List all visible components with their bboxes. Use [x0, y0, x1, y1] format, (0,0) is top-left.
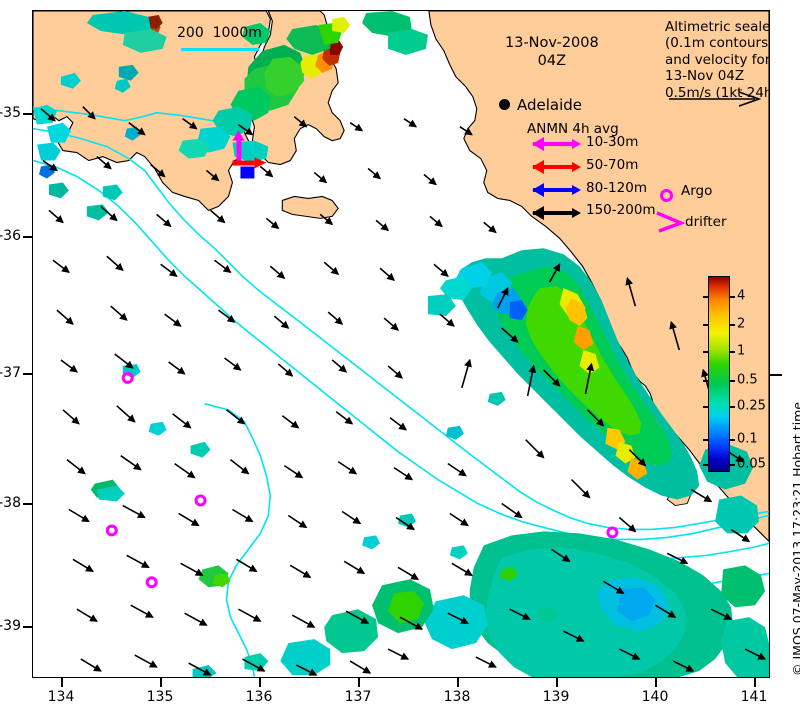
colorbar-tick	[730, 406, 735, 408]
anmn-legend-label-150-200m: 150-200m	[586, 202, 656, 218]
x-axis-tick	[754, 678, 756, 687]
altimetry-line-5: 0.5m/s (1kt 24h)	[665, 84, 770, 101]
y-axis-label-m35: -35	[0, 105, 21, 121]
x-axis-label-135: 135	[146, 689, 174, 705]
adelaide-marker	[499, 99, 510, 110]
argo-legend-icon	[660, 189, 673, 202]
colorbar-tick	[730, 464, 735, 466]
colorbar-tick	[730, 296, 735, 298]
argo-legend-label: Argo	[681, 183, 713, 199]
colorbar-tick	[730, 351, 735, 353]
x-axis-label-136: 136	[245, 689, 273, 705]
date-line-2: 04Z	[537, 52, 567, 69]
colorbar-tick	[703, 324, 708, 326]
colorbar-label-05: 0.5	[737, 372, 758, 388]
altimetry-note: Altimetric sealevel(0.1m contours)and ve…	[665, 19, 770, 101]
velocity-reference-arrow	[669, 91, 762, 107]
y-axis-label-m38: -38	[0, 495, 21, 511]
y-axis-label-m39: -39	[0, 618, 21, 634]
colorbar-label-2: 2	[737, 316, 746, 332]
altimetry-line-3: and velocity for	[665, 51, 770, 68]
copyright-text: © IMOS 07-May-2013 17:23:21 Hobart time	[790, 401, 800, 676]
colorbar-tick	[730, 380, 735, 382]
x-axis-label-134: 134	[47, 689, 75, 705]
anmn-legend-arrow-10-30m	[532, 137, 581, 151]
map-canvas	[33, 11, 769, 677]
colorbar-gradient	[708, 276, 730, 472]
x-axis-label-139: 139	[542, 689, 570, 705]
date-label: 13-Nov-2008 04Z	[505, 35, 599, 70]
colorbar-label-01: 0.1	[737, 431, 758, 447]
y-axis-tick	[23, 626, 32, 628]
date-line-1: 13-Nov-2008	[505, 35, 599, 51]
colorbar-label-025: 0.25	[737, 398, 766, 414]
colorbar-tick	[703, 464, 708, 466]
x-axis-tick	[655, 678, 657, 687]
x-axis-tick	[160, 678, 162, 687]
altimetry-line-2: (0.1m contours)	[665, 35, 770, 52]
anmn-legend-label-80-120m: 80-120m	[586, 180, 647, 196]
x-axis-tick	[259, 678, 261, 687]
colorbar-tick	[703, 296, 708, 298]
drifter-legend-icon	[656, 211, 685, 233]
colorbar-label-4: 4	[737, 288, 746, 304]
anmn-legend-arrow-150-200m	[532, 206, 581, 220]
x-axis-tick	[556, 678, 558, 687]
map-frame[interactable]: 200 1000m 13-Nov-2008 04Z Altimetric seal…	[32, 10, 770, 678]
y-axis-tick	[23, 373, 32, 375]
colorbar-tick	[703, 439, 708, 441]
altimetry-line-4: 13-Nov 04Z	[665, 68, 745, 85]
anmn-legend-arrow-50-70m	[532, 160, 581, 174]
scalebar-label: 200 1000m	[177, 25, 262, 41]
drifter-legend-label: drifter	[685, 214, 727, 230]
anmn-legend-title: ANMN 4h avg	[527, 121, 619, 137]
scalebar-line	[181, 48, 259, 51]
x-axis-tick	[358, 678, 360, 687]
colorbar-tick	[703, 380, 708, 382]
anmn-legend-label-50-70m: 50-70m	[586, 157, 639, 173]
x-axis-label-137: 137	[344, 689, 372, 705]
colorbar-label-005: 0.05	[737, 456, 766, 472]
x-axis-label-140: 140	[641, 689, 669, 705]
colorbar-tick	[730, 324, 735, 326]
x-axis-tick	[61, 678, 63, 687]
colorbar-label-1: 1	[737, 343, 746, 359]
adelaide-label: Adelaide	[517, 96, 583, 114]
altimetry-line-1: Altimetric sealevel	[665, 19, 770, 35]
anmn-legend-label-10-30m: 10-30m	[586, 134, 639, 150]
colorbar-tick	[703, 351, 708, 353]
y-axis-tick	[23, 113, 32, 115]
y-axis-tick	[23, 236, 32, 238]
x-axis-label-138: 138	[443, 689, 471, 705]
copyright-tick	[770, 374, 782, 376]
colorbar-tick	[730, 439, 735, 441]
anmn-legend-arrow-80-120m	[532, 183, 581, 197]
y-axis-label-m36: -36	[0, 228, 21, 244]
y-axis-tick	[23, 503, 32, 505]
x-axis-tick	[457, 678, 459, 687]
colorbar-tick	[703, 406, 708, 408]
y-axis-label-m37: -37	[0, 365, 21, 381]
x-axis-label-141: 141	[740, 689, 768, 705]
